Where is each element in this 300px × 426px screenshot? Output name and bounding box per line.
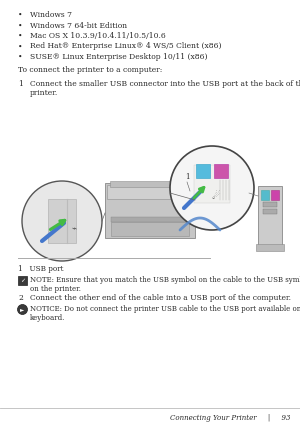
FancyBboxPatch shape <box>194 165 230 203</box>
Text: Connect the other end of the cable into a USB port of the computer.: Connect the other end of the cable into … <box>30 294 291 302</box>
FancyBboxPatch shape <box>196 164 210 178</box>
FancyBboxPatch shape <box>256 244 284 251</box>
Text: Mac OS X 10.3.9/10.4.11/10.5/10.6: Mac OS X 10.3.9/10.4.11/10.5/10.6 <box>30 32 166 40</box>
Text: ⌁: ⌁ <box>71 225 76 233</box>
Text: ☄: ☄ <box>212 191 220 201</box>
Text: 1: 1 <box>185 173 189 181</box>
Text: •: • <box>18 21 22 29</box>
Text: SUSE® Linux Enterprise Desktop 10/11 (x86): SUSE® Linux Enterprise Desktop 10/11 (x8… <box>30 53 208 61</box>
Text: Connect the smaller USB connector into the USB port at the back of the
printer.: Connect the smaller USB connector into t… <box>30 80 300 97</box>
FancyBboxPatch shape <box>214 164 228 178</box>
FancyBboxPatch shape <box>261 190 269 200</box>
FancyBboxPatch shape <box>110 181 190 187</box>
Text: Windows 7 64-bit Edition: Windows 7 64-bit Edition <box>30 21 127 29</box>
FancyBboxPatch shape <box>111 217 189 222</box>
Text: •: • <box>18 53 22 61</box>
Text: ✓: ✓ <box>20 278 25 283</box>
Circle shape <box>170 146 254 230</box>
FancyBboxPatch shape <box>105 183 195 238</box>
Circle shape <box>17 305 28 314</box>
Text: •: • <box>18 43 22 51</box>
FancyBboxPatch shape <box>107 185 193 199</box>
Circle shape <box>22 181 102 261</box>
Text: 1   USB port: 1 USB port <box>18 265 64 273</box>
Text: To connect the printer to a computer:: To connect the printer to a computer: <box>18 66 162 75</box>
FancyBboxPatch shape <box>271 190 279 200</box>
Text: ►: ► <box>20 307 25 312</box>
FancyBboxPatch shape <box>18 276 27 285</box>
FancyBboxPatch shape <box>48 199 76 243</box>
Text: NOTICE: Do not connect the printer USB cable to the USB port available on the
ke: NOTICE: Do not connect the printer USB c… <box>30 305 300 322</box>
FancyBboxPatch shape <box>258 186 282 246</box>
FancyBboxPatch shape <box>263 209 277 214</box>
Text: Windows 7: Windows 7 <box>30 11 72 19</box>
Text: •: • <box>18 11 22 19</box>
Text: 2: 2 <box>18 294 23 302</box>
Text: •: • <box>18 32 22 40</box>
FancyBboxPatch shape <box>263 202 277 207</box>
Text: 1: 1 <box>18 80 23 87</box>
Text: NOTE: Ensure that you match the USB symbol on the cable to the USB symbol
on the: NOTE: Ensure that you match the USB symb… <box>30 276 300 293</box>
Text: Connecting Your Printer     |     93: Connecting Your Printer | 93 <box>169 414 290 422</box>
FancyBboxPatch shape <box>111 222 189 236</box>
Text: Red Hat® Enterprise Linux® 4 WS/5 Client (x86): Red Hat® Enterprise Linux® 4 WS/5 Client… <box>30 43 221 51</box>
